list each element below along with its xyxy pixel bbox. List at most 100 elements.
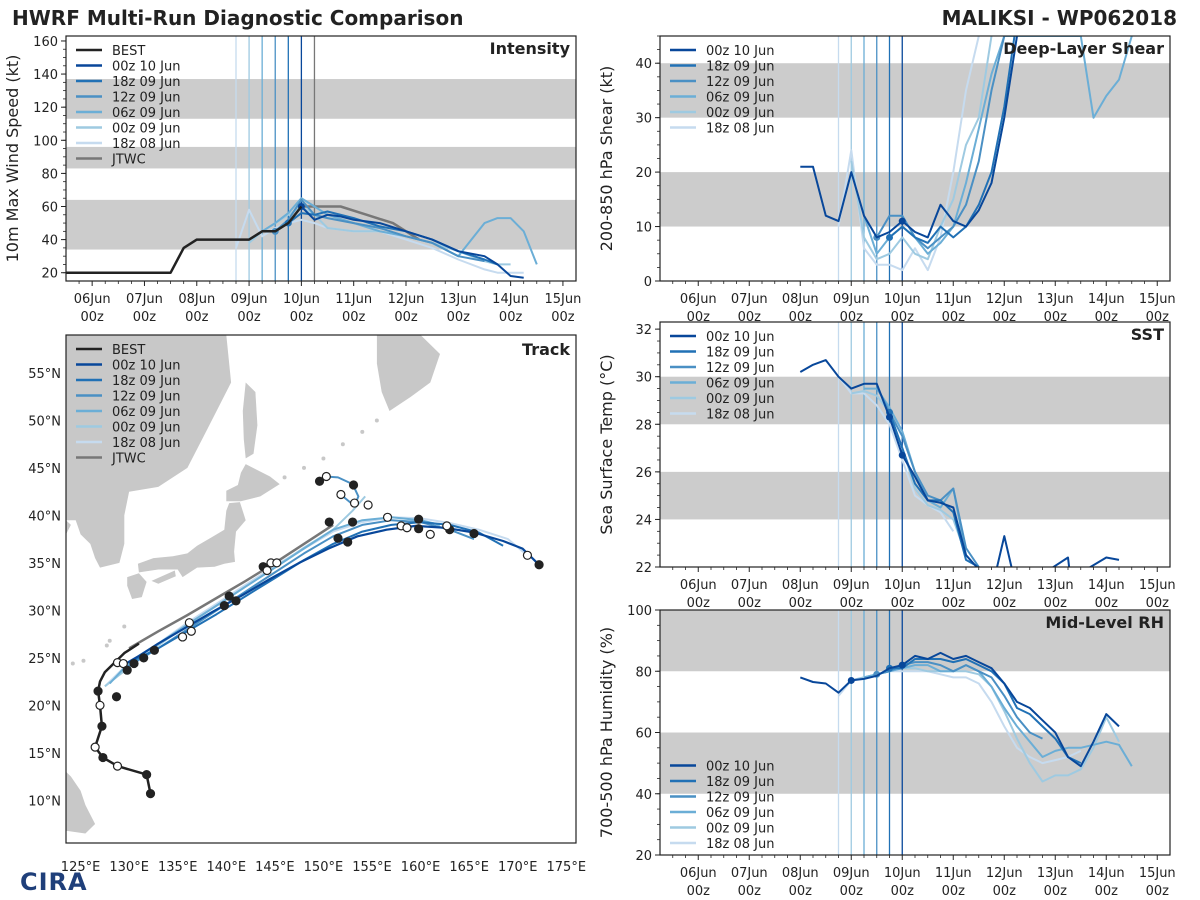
series-line [274, 198, 485, 263]
philippines [66, 714, 96, 834]
x-tick-label: 00z [185, 310, 209, 325]
series-line [888, 36, 1016, 244]
x-tick-label: 00z [891, 310, 915, 325]
track-dot [111, 692, 122, 702]
panel-title: Deep-Layer Shear [1003, 39, 1164, 58]
x-tick-label: 10Jun [283, 292, 320, 307]
x-tick-label: 11Jun [935, 866, 972, 881]
init-marker [898, 217, 906, 225]
lat-tick-label: 10°N [28, 794, 61, 809]
ryukyu-island [81, 658, 86, 663]
track-dot [97, 721, 107, 731]
x-tick-label: 06Jun [74, 292, 111, 307]
band-1 [660, 376, 1170, 425]
track-panel: 125°E 130°E 135°E 140°E 145°E 150°E 155°E 160°E… [28, 334, 586, 875]
lon-tick-label: 125°E [61, 860, 101, 875]
hokkaido [226, 464, 280, 502]
x-tick-label: 00z [1146, 596, 1170, 611]
track-line [125, 519, 475, 669]
y-tick-label: 20 [635, 849, 652, 864]
x-tick-label: 00z [80, 310, 104, 325]
x-tick-label: 00z [342, 310, 366, 325]
lon-tick-label: 135°E [158, 860, 198, 875]
track-line [128, 523, 334, 650]
series-line [863, 664, 1133, 767]
lat-tick-label: 30°N [28, 604, 61, 619]
mainland [66, 335, 232, 568]
track-line [123, 524, 540, 666]
figure-title: HWRF Multi-Run Diagnostic Comparison [12, 6, 463, 30]
lat-tick-label: 15°N [28, 747, 61, 762]
lat-tick-label: 25°N [28, 652, 61, 667]
intensity-panel: 20 40 60 80 100 120 140 160 06Jun 00z 07Jun 00z 08Ju… [3, 35, 581, 325]
legend-label: 06z 09 Jun [706, 806, 775, 821]
legend-label: 00z 10 Jun [706, 760, 775, 775]
track-dot [347, 517, 358, 527]
x-tick-label: 00z [1044, 596, 1068, 611]
track-dot [145, 789, 156, 799]
y-tick-label: 20 [41, 267, 58, 282]
legend-label: BEST [112, 44, 145, 59]
x-tick-label: 14Jun [1088, 578, 1125, 593]
y-tick-label: 0 [644, 275, 652, 290]
land [66, 335, 440, 834]
x-tick-label: 10Jun [884, 578, 921, 593]
x-tick-label: 10Jun [884, 292, 921, 307]
series-line [837, 376, 955, 532]
y-tick-label: 30 [635, 371, 652, 386]
panel-title: Intensity [490, 39, 571, 58]
x-tick-label: 09Jun [231, 292, 268, 307]
track-dot [149, 645, 159, 655]
lon-tick-label: 160°E [401, 860, 441, 875]
x-tick-label: 00z [687, 884, 711, 899]
tracks [90, 471, 544, 799]
x-tick-label: 00z [891, 596, 915, 611]
track-dot [231, 596, 241, 606]
legend-label: BEST [112, 343, 145, 358]
track-line [108, 516, 441, 685]
x-tick-label: 00z [447, 310, 471, 325]
kamchatka [376, 335, 440, 411]
track-dot [272, 558, 282, 568]
kuril-island [282, 475, 287, 480]
track-dot [112, 761, 123, 771]
kyushu [127, 573, 147, 599]
track-dot [522, 550, 533, 560]
x-tick-label: 00z [499, 310, 523, 325]
y-axis-label: Sea Surface Temp (°C) [597, 354, 616, 534]
x-tick-label: 11Jun [935, 292, 972, 307]
x-tick-label: 11Jun [335, 292, 372, 307]
legend-label: 18z 09 Jun [706, 775, 775, 790]
rh-panel: 20 40 60 80 100 06Jun 00z 07Jun 00z 08Jun 00z 09Jun… [597, 604, 1176, 899]
track-dot [118, 658, 128, 669]
track-dot [129, 658, 139, 669]
honshu [137, 502, 246, 578]
panel-title: SST [1131, 325, 1164, 344]
panel-title: Mid-Level RH [1045, 613, 1164, 632]
x-tick-label: 00z [993, 310, 1017, 325]
storm-id: MALIKSI - WP062018 [942, 6, 1177, 30]
lat-tick-label: 45°N [28, 462, 61, 477]
series-line [875, 36, 1006, 250]
track-dot [534, 560, 544, 570]
series-line [800, 36, 1018, 239]
series-line [875, 385, 980, 567]
x-tick-label: 00z [942, 596, 966, 611]
x-tick-label: 13Jun [1037, 866, 1074, 881]
x-tick-label: 00z [1095, 884, 1119, 899]
track-dot [336, 489, 346, 500]
x-tick-label: 00z [738, 310, 762, 325]
track-dot [314, 476, 325, 486]
track-dot [469, 528, 479, 539]
y-tick-label: 100 [33, 134, 58, 149]
track-dot [90, 742, 100, 752]
legend-label: 18z 09 Jun [112, 75, 181, 90]
legend-label: 00z 10 Jun [112, 359, 181, 374]
track-dot [425, 529, 435, 540]
lat-tick-label: 35°N [28, 557, 61, 572]
init-marker [898, 451, 906, 459]
x-tick-label: 07Jun [731, 578, 768, 593]
track-dot [382, 512, 393, 522]
